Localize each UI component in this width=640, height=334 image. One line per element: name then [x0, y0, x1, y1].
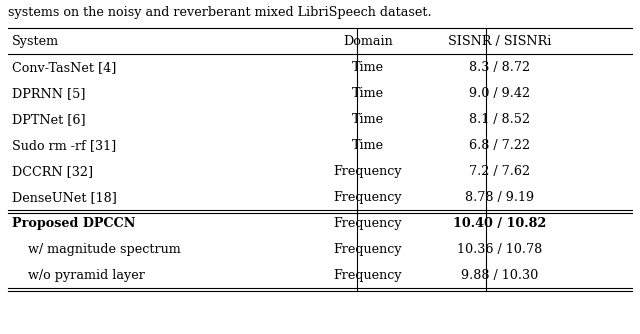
Text: 8.3 / 8.72: 8.3 / 8.72 [468, 61, 530, 74]
Text: 7.2 / 7.62: 7.2 / 7.62 [468, 165, 530, 178]
Text: Time: Time [352, 139, 384, 152]
Text: System: System [12, 35, 59, 48]
Text: 6.8 / 7.22: 6.8 / 7.22 [468, 139, 530, 152]
Text: 8.78 / 9.19: 8.78 / 9.19 [465, 191, 534, 204]
Text: Frequency: Frequency [333, 191, 403, 204]
Text: Time: Time [352, 87, 384, 100]
Text: systems on the noisy and reverberant mixed LibriSpeech dataset.: systems on the noisy and reverberant mix… [8, 6, 431, 19]
Text: Frequency: Frequency [333, 165, 403, 178]
Text: 8.1 / 8.52: 8.1 / 8.52 [468, 113, 530, 126]
Text: SISNR / SISNRi: SISNR / SISNRi [447, 35, 551, 48]
Text: DCCRN [32]: DCCRN [32] [12, 165, 93, 178]
Text: Conv-TasNet [4]: Conv-TasNet [4] [12, 61, 116, 74]
Text: Domain: Domain [343, 35, 393, 48]
Text: 9.88 / 10.30: 9.88 / 10.30 [461, 269, 538, 282]
Text: Frequency: Frequency [333, 217, 403, 230]
Text: Proposed DPCCN: Proposed DPCCN [12, 217, 135, 230]
Text: DenseUNet [18]: DenseUNet [18] [12, 191, 116, 204]
Text: Time: Time [352, 61, 384, 74]
Text: DPRNN [5]: DPRNN [5] [12, 87, 85, 100]
Text: w/ magnitude spectrum: w/ magnitude spectrum [12, 243, 180, 256]
Text: 10.40 / 10.82: 10.40 / 10.82 [452, 217, 546, 230]
Text: DPTNet [6]: DPTNet [6] [12, 113, 85, 126]
Text: 9.0 / 9.42: 9.0 / 9.42 [468, 87, 530, 100]
Text: 10.36 / 10.78: 10.36 / 10.78 [456, 243, 542, 256]
Text: Frequency: Frequency [333, 269, 403, 282]
Text: w/o pyramid layer: w/o pyramid layer [12, 269, 145, 282]
Text: Frequency: Frequency [333, 243, 403, 256]
Text: Sudo rm -rf [31]: Sudo rm -rf [31] [12, 139, 116, 152]
Text: Time: Time [352, 113, 384, 126]
